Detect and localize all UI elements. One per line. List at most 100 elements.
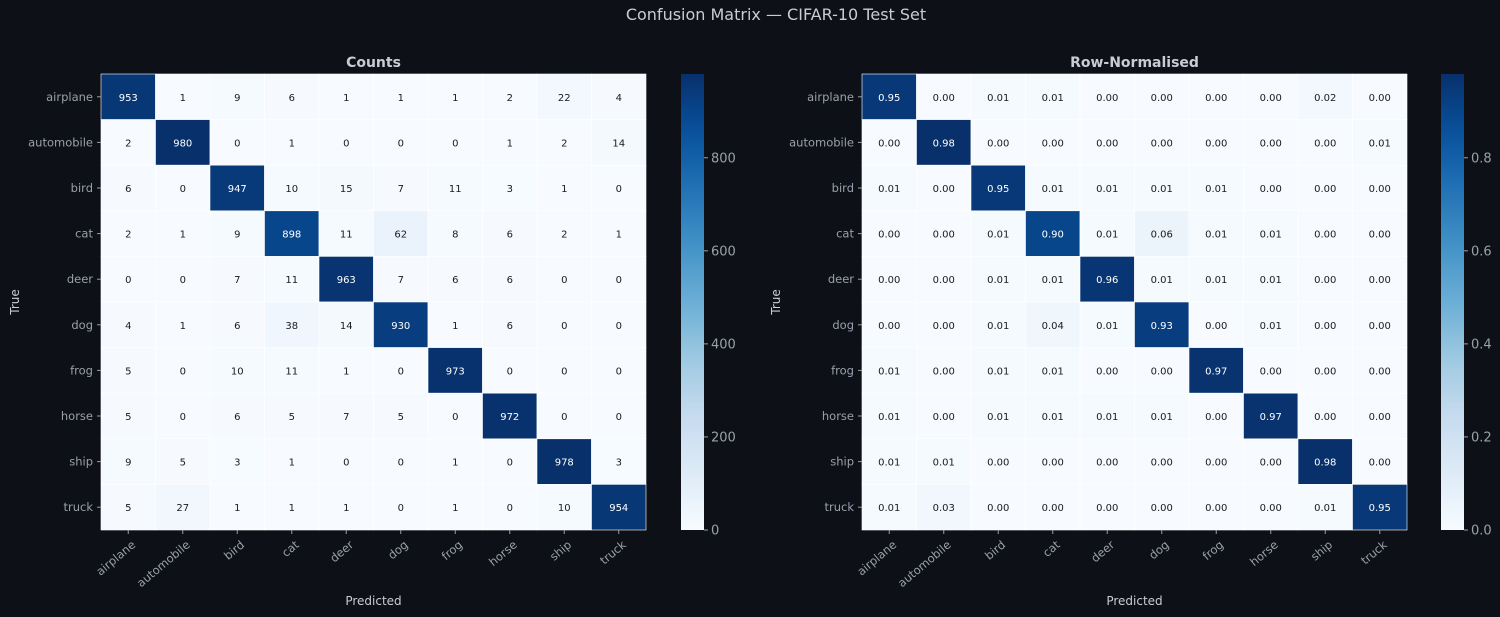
cell-value-label: 0 <box>561 275 567 286</box>
cell-value-label: 10 <box>285 184 298 195</box>
heatmap-cell <box>1134 210 1190 257</box>
heatmap-cell <box>591 347 647 394</box>
heatmap-cell <box>1079 119 1135 166</box>
heatmap-cell <box>1025 210 1081 257</box>
heatmap-cell <box>1025 438 1081 485</box>
heatmap-cell <box>1352 119 1408 166</box>
heatmap-cell <box>427 484 483 531</box>
heatmap-cell <box>482 392 538 440</box>
cell-value-label: 0 <box>398 503 404 514</box>
heatmap-cell <box>1297 484 1353 531</box>
cell-value-label: 0.00 <box>1260 503 1282 514</box>
y-tick-label: automobile <box>28 135 93 149</box>
cell-value-label: 963 <box>337 275 356 286</box>
cell-value-label: 0.01 <box>1205 230 1227 241</box>
cell-value-label: 0.00 <box>1369 93 1391 104</box>
heatmap-cell <box>1134 256 1190 303</box>
cell-value-label: 1 <box>343 93 349 104</box>
cell-value-label: 898 <box>282 230 301 241</box>
colorbar <box>681 74 704 530</box>
heatmap-cell <box>970 484 1026 531</box>
y-tick-label: ship <box>830 455 854 469</box>
heatmap-cell <box>264 438 320 485</box>
heatmap-cell <box>264 484 320 531</box>
cell-value-label: 38 <box>285 321 298 332</box>
heatmap-cell <box>1134 301 1190 348</box>
heatmap-cell <box>1243 164 1299 212</box>
heatmap-cell <box>591 438 647 485</box>
cell-value-label: 0.95 <box>1369 503 1391 514</box>
cell-value-label: 0 <box>507 503 513 514</box>
heatmap-cell <box>209 438 265 485</box>
cell-value-label: 4 <box>125 321 131 332</box>
cell-value-label: 6 <box>125 184 131 195</box>
heatmap-cell <box>209 73 265 120</box>
heatmap-cell <box>1243 73 1299 120</box>
heatmap-cell <box>1352 392 1408 440</box>
heatmap-cell <box>1188 347 1244 394</box>
cell-value-label: 0.00 <box>1096 458 1118 469</box>
cell-value-label: 0.00 <box>1260 458 1282 469</box>
cell-value-label: 0 <box>343 138 349 149</box>
x-tick-label: deer <box>327 537 356 565</box>
heatmap-cell <box>861 210 917 257</box>
heatmap-cell <box>1297 438 1353 485</box>
colorbar-tick-label: 0.4 <box>1471 337 1492 352</box>
cell-value-label: 0.01 <box>1151 275 1173 286</box>
heatmap-cell <box>155 484 211 531</box>
cell-value-label: 1 <box>398 93 404 104</box>
heatmap-cell <box>970 301 1026 348</box>
cell-value-label: 0.00 <box>1369 321 1391 332</box>
heatmap-cell <box>591 256 647 303</box>
cell-value-label: 15 <box>340 184 353 195</box>
cell-value-label: 0.00 <box>1096 93 1118 104</box>
heatmap-cell <box>591 119 647 166</box>
heatmap-cell <box>318 256 374 303</box>
cell-value-label: 0.98 <box>1314 458 1336 469</box>
heatmap-cell <box>1025 301 1081 348</box>
cell-value-label: 0.03 <box>933 503 955 514</box>
colorbar-tick-label: 0.2 <box>1471 430 1492 445</box>
heatmap-cell <box>209 392 265 440</box>
cell-value-label: 0.01 <box>1369 138 1391 149</box>
cell-value-label: 0.00 <box>933 366 955 377</box>
cell-value-label: 0.01 <box>1314 503 1336 514</box>
heatmap-cell <box>427 301 483 348</box>
heatmap-cell <box>1243 484 1299 531</box>
y-tick-label: bird <box>71 181 93 195</box>
heatmap-cell <box>209 119 265 166</box>
heatmap-cell <box>318 73 374 120</box>
heatmap-cell <box>916 347 972 394</box>
heatmap-cell <box>155 119 211 166</box>
heatmap-cell <box>1243 347 1299 394</box>
heatmap-cell <box>916 392 972 440</box>
cell-value-label: 0.01 <box>933 458 955 469</box>
cell-value-label: 7 <box>234 275 240 286</box>
heatmap-cell <box>373 256 429 303</box>
cell-value-label: 0.00 <box>1151 93 1173 104</box>
heatmap-cell <box>209 164 265 212</box>
cell-value-label: 0.01 <box>1096 321 1118 332</box>
heatmap-cell <box>1352 301 1408 348</box>
heatmap-cell <box>861 301 917 348</box>
cell-value-label: 5 <box>289 412 295 423</box>
cell-value-label: 0.00 <box>1314 412 1336 423</box>
cell-value-label: 0.95 <box>878 93 900 104</box>
cell-value-label: 0.00 <box>1042 458 1064 469</box>
cell-value-label: 6 <box>507 321 513 332</box>
heatmap-cell <box>482 119 538 166</box>
cell-value-label: 972 <box>500 412 519 423</box>
heatmap-cell <box>970 73 1026 120</box>
panel-title: Row-Normalised <box>1070 55 1199 71</box>
cell-value-label: 0 <box>125 275 131 286</box>
x-tick-label: ship <box>1308 538 1335 564</box>
heatmap-cell <box>916 164 972 212</box>
cell-value-label: 8 <box>452 230 458 241</box>
cell-value-label: 0.00 <box>1260 93 1282 104</box>
heatmap-cell <box>1352 347 1408 394</box>
heatmap-cell <box>1243 210 1299 257</box>
heatmap-cell <box>1352 210 1408 257</box>
heatmap-cell <box>1025 164 1081 212</box>
y-tick-label: bird <box>832 181 854 195</box>
